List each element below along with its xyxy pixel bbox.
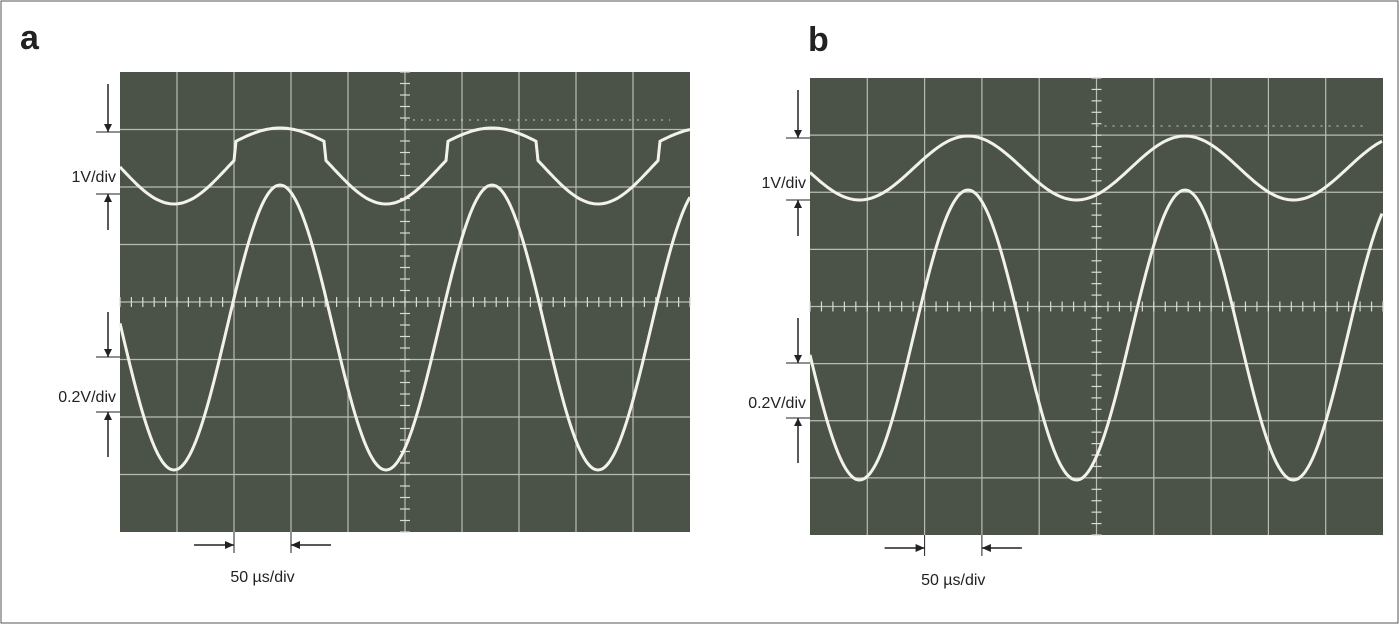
scale-label: 1V/div	[72, 169, 116, 186]
panel-label: b	[808, 21, 829, 59]
panel-label: a	[20, 19, 40, 57]
timebase-label: 50 µs/div	[230, 569, 294, 586]
scale-label: 1V/div	[762, 175, 806, 192]
scale-label: 0.2V/div	[748, 395, 806, 412]
figure: a 1V/div 0.2V/div 50 µs/div b 1V/div 0.2V/div 5…	[0, 0, 1399, 624]
timebase-label: 50 µs/div	[921, 572, 985, 589]
scale-label: 0.2V/div	[58, 389, 116, 406]
